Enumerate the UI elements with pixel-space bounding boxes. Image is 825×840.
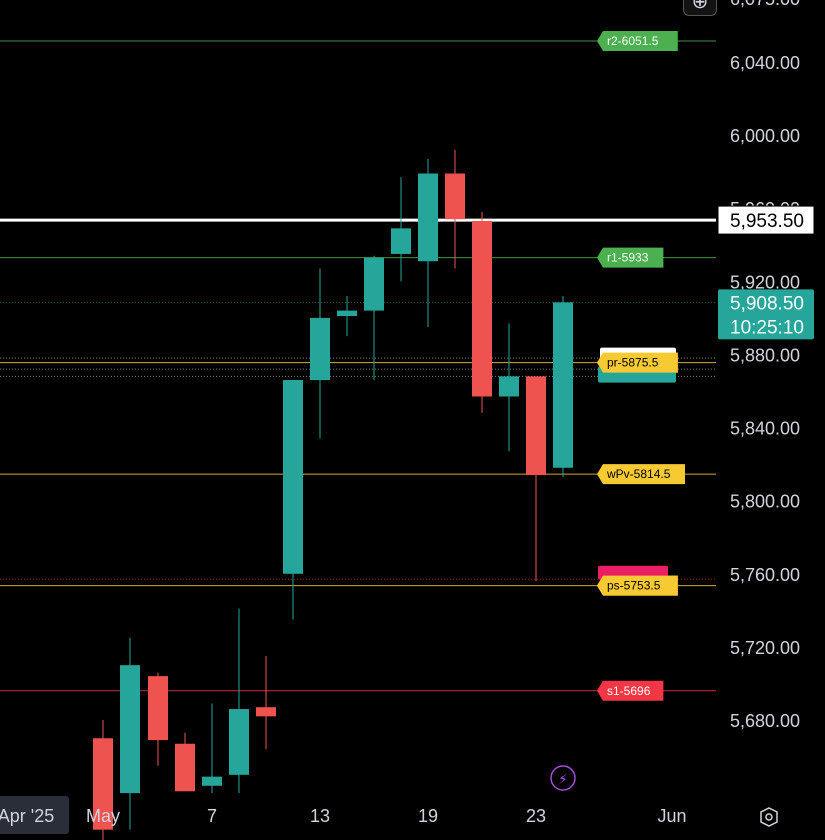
x-tick-label: 13 xyxy=(310,806,330,826)
level-tag: r1-5933 xyxy=(597,247,664,268)
y-tick-label: 6,075.00 xyxy=(730,0,800,9)
candle xyxy=(391,177,411,282)
candle-body xyxy=(202,776,222,786)
candle xyxy=(499,323,519,452)
price-line-tag xyxy=(717,205,815,235)
icons-layer[interactable]: ⚡ xyxy=(550,765,778,827)
y-tick-label: 6,000.00 xyxy=(730,126,800,146)
candle-body xyxy=(364,257,384,311)
candle xyxy=(418,158,438,328)
candle xyxy=(229,608,249,794)
last-price-tag xyxy=(718,289,814,340)
candle-body xyxy=(120,665,140,794)
level-tag-bg xyxy=(597,30,678,51)
settings-hex xyxy=(760,807,778,827)
level-lines xyxy=(0,40,716,692)
x-tick-label: 19 xyxy=(418,806,438,826)
lightning-circle xyxy=(550,765,576,791)
level-tag-bg xyxy=(597,352,678,373)
level-tag-label: pr-5875.5 xyxy=(607,356,659,370)
candle xyxy=(120,637,140,830)
y-tick-label: 5,720.00 xyxy=(730,638,800,658)
level-tag-bg xyxy=(597,680,664,701)
settings-icon xyxy=(760,807,778,827)
candle xyxy=(202,703,222,794)
level-tag: r2-6051.5 xyxy=(597,30,678,51)
candle xyxy=(283,380,303,620)
price-line-tag-label: 5,953.50 xyxy=(730,211,804,232)
candle-layer xyxy=(93,149,573,840)
level-tag: s1-5696 xyxy=(597,680,664,701)
level-tag-label: ps-5753.5 xyxy=(607,579,661,593)
y-tick-label: 5,760.00 xyxy=(730,565,800,585)
y-tick-label: 6,040.00 xyxy=(730,53,800,73)
x-tick-label: Jun xyxy=(657,806,686,826)
candle-body xyxy=(175,743,195,792)
add-alert-button[interactable]: ⊕ xyxy=(683,0,717,16)
x-tick-label: 23 xyxy=(526,806,546,826)
candle-body xyxy=(310,317,330,381)
candle-body xyxy=(148,676,168,741)
candle xyxy=(364,255,384,381)
candle xyxy=(175,732,195,792)
level-tag-bg xyxy=(597,575,678,596)
candle-body xyxy=(283,380,303,574)
price-axis[interactable]: 5,680.00 5,720.00 5,760.00 5,800.00 5,840.00… xyxy=(730,0,800,731)
candle-body xyxy=(418,173,438,262)
level-tag: wPv-5814.5 xyxy=(597,464,685,485)
candle-body xyxy=(472,221,492,397)
level-tag-label: wPv-5814.5 xyxy=(606,467,671,481)
settings-dot xyxy=(765,813,773,821)
time-axis[interactable]: Apr '25 May 7 13 19 23 Jun xyxy=(0,796,687,834)
level-tag-label: r2-6051.5 xyxy=(607,34,659,48)
candle-body xyxy=(337,310,357,317)
x-axis-cursor-tag xyxy=(0,796,69,834)
candle xyxy=(553,295,573,477)
level-tags[interactable]: r2-6051.5 r1-5933 pr-5875.5 wPv-5814.5 ps-57… xyxy=(597,30,685,701)
grid-layer xyxy=(0,301,716,580)
candle xyxy=(256,656,276,750)
candle xyxy=(526,376,546,582)
y-tick-label: 5,920.00 xyxy=(730,272,800,292)
candle-body xyxy=(256,707,276,717)
level-tag-bg xyxy=(597,464,685,485)
plus-icon: ⊕ xyxy=(691,0,709,13)
candle-body xyxy=(526,376,546,476)
x-tick-label: Apr '25 xyxy=(0,806,54,826)
x-tick-label: 7 xyxy=(207,806,217,826)
y-tick-label: 5,680.00 xyxy=(730,711,800,731)
candle xyxy=(93,720,113,840)
level-tag-bg xyxy=(597,247,664,268)
lightning-glyph: ⚡ xyxy=(558,772,568,788)
y-tick-label: 5,840.00 xyxy=(730,419,800,439)
candle xyxy=(472,211,492,413)
x-tick-label: May xyxy=(86,806,120,826)
price-tags: 5,953.50 5,908.50 10:25:10 xyxy=(717,205,815,340)
level-tag-front: ps-5753.5 xyxy=(597,575,678,596)
candle-body xyxy=(499,376,519,397)
candle xyxy=(148,672,168,766)
last-price-label: 5,908.50 xyxy=(730,293,804,314)
countdown-label: 10:25:10 xyxy=(730,317,804,338)
level-tag-label: r1-5933 xyxy=(607,251,649,265)
candle xyxy=(445,149,465,269)
candle-body xyxy=(445,173,465,220)
candle xyxy=(337,295,357,337)
y-tick-label: 5,800.00 xyxy=(730,492,800,512)
candle-body xyxy=(553,302,573,468)
candle-body xyxy=(93,738,113,830)
level-tag-label: s1-5696 xyxy=(607,684,651,698)
candle-body xyxy=(229,709,249,775)
lightning-icon: ⚡ xyxy=(550,765,576,791)
y-tick-label: 5,880.00 xyxy=(730,345,800,365)
candle xyxy=(310,268,330,439)
candle-body xyxy=(391,228,411,254)
level-tag-front: pr-5875.5 xyxy=(597,352,678,373)
